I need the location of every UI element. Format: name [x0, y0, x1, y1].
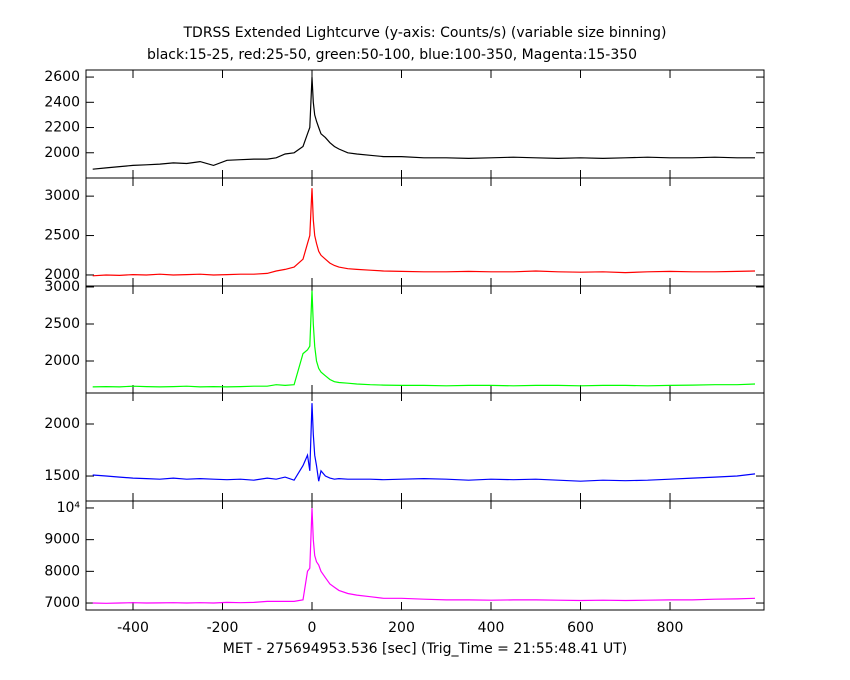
- y-tick-label: 8000: [44, 563, 80, 579]
- light-curve: [92, 188, 756, 277]
- panel-frame: [85, 285, 765, 394]
- panel-frame: [85, 69, 765, 179]
- y-tick-label: 2000: [44, 353, 80, 369]
- y-tick-label: 3000: [44, 279, 80, 295]
- x-tick-label: 600: [567, 620, 594, 636]
- y-tick-label: 2200: [44, 120, 80, 136]
- y-tick-label: 2600: [44, 69, 80, 85]
- light-curve: [92, 77, 755, 170]
- y-tick-label: 2000: [44, 267, 80, 283]
- panel-frame: [85, 177, 765, 287]
- y-tick-label: 3000: [44, 188, 80, 204]
- y-tick-label: 10⁴: [57, 500, 81, 516]
- y-tick-label: 2000: [44, 416, 80, 432]
- panel-frame: [85, 392, 765, 502]
- panel-frame: [85, 500, 765, 611]
- y-tick-label: 2000: [44, 145, 80, 161]
- x-tick-label: -400: [117, 620, 149, 636]
- y-tick-label: 9000: [44, 532, 80, 548]
- y-tick-label: 1500: [44, 468, 80, 484]
- y-tick-label: 2500: [44, 316, 80, 332]
- y-tick-label: 2500: [44, 228, 80, 244]
- chart-title: TDRSS Extended Lightcurve (y-axis: Count…: [182, 25, 666, 41]
- x-tick-label: 400: [478, 620, 505, 636]
- x-axis-label: MET - 275694953.536 [sec] (Trig_Time = 2…: [223, 641, 627, 657]
- light-curve: [92, 507, 756, 604]
- x-tick-label: 0: [308, 620, 317, 636]
- light-curve: [92, 290, 756, 388]
- x-tick-label: -200: [207, 620, 239, 636]
- y-tick-label: 7000: [44, 595, 80, 611]
- chart-subtitle: black:15-25, red:25-50, green:50-100, bl…: [147, 47, 637, 63]
- x-tick-label: 200: [388, 620, 415, 636]
- light-curve: [92, 403, 756, 482]
- x-tick-label: 800: [657, 620, 684, 636]
- y-tick-label: 2400: [44, 94, 80, 110]
